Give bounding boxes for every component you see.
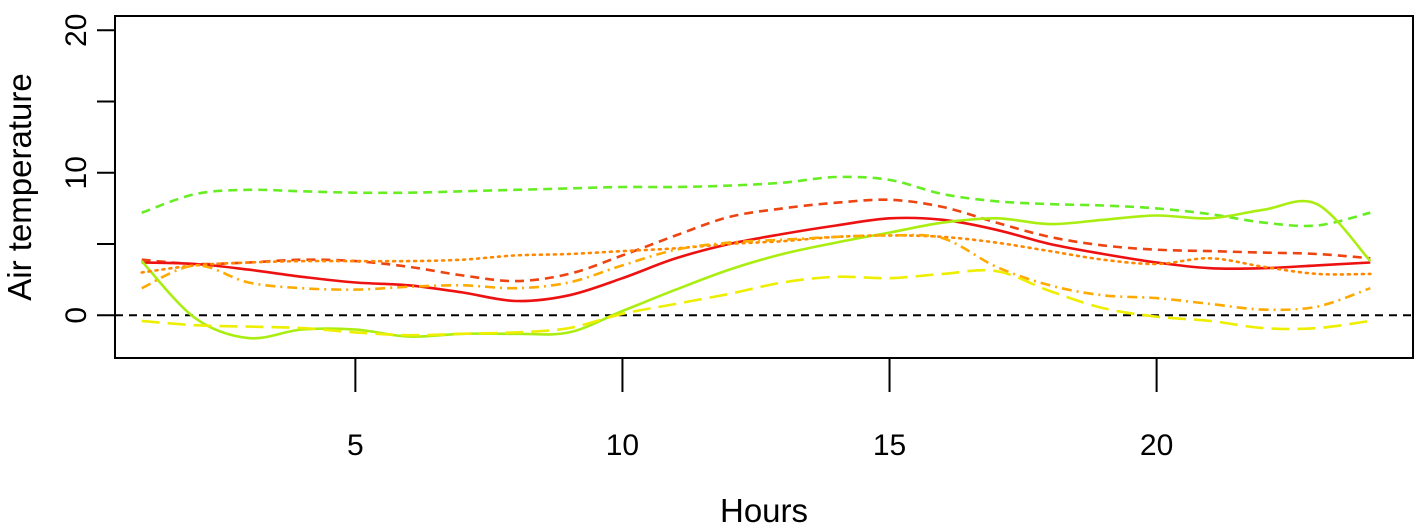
- series-line-6: [141, 233, 1371, 312]
- series-line-7: [141, 268, 1371, 337]
- axis-layer: 5 10 15 20 0 10 20: [60, 14, 1173, 462]
- series-layer: [115, 175, 1413, 340]
- x-tick-label-10: 10: [606, 429, 639, 462]
- series-line-5: [140, 234, 1372, 276]
- y-axis-title: Air temperature: [1, 73, 38, 300]
- x-tick-label-20: 20: [1140, 429, 1173, 462]
- plot-frame: [114, 15, 1414, 359]
- y-tick-label-20: 20: [60, 14, 93, 47]
- y-tick-label-0: 0: [60, 307, 93, 324]
- series-line-1: [141, 175, 1371, 228]
- x-axis-title: Hours: [720, 492, 808, 529]
- series-line-2: [141, 198, 1371, 283]
- series-line-4: [140, 199, 1372, 340]
- y-tick-label-10: 10: [60, 156, 93, 189]
- x-tick-label-5: 5: [347, 429, 364, 462]
- x-tick-label-15: 15: [873, 429, 906, 462]
